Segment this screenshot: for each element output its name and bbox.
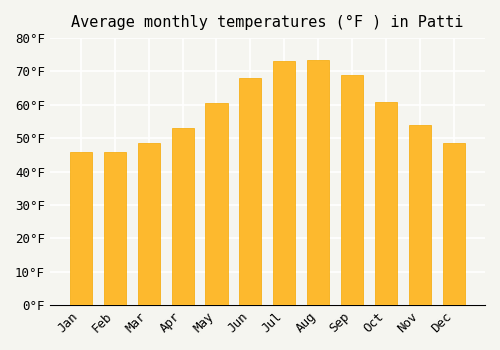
Bar (104, 152, 126, 305)
Bar (206, 103, 228, 305)
Bar (70, 152, 92, 305)
Bar (375, 102, 398, 305)
Title: Average monthly temperatures (°F ) in Patti: Average monthly temperatures (°F ) in Pa… (71, 15, 464, 30)
Bar (409, 125, 432, 305)
Bar (308, 60, 330, 305)
Bar (172, 128, 194, 305)
Bar (138, 143, 160, 305)
Bar (443, 143, 465, 305)
Bar (240, 78, 262, 305)
Bar (274, 62, 295, 305)
Bar (342, 75, 363, 305)
